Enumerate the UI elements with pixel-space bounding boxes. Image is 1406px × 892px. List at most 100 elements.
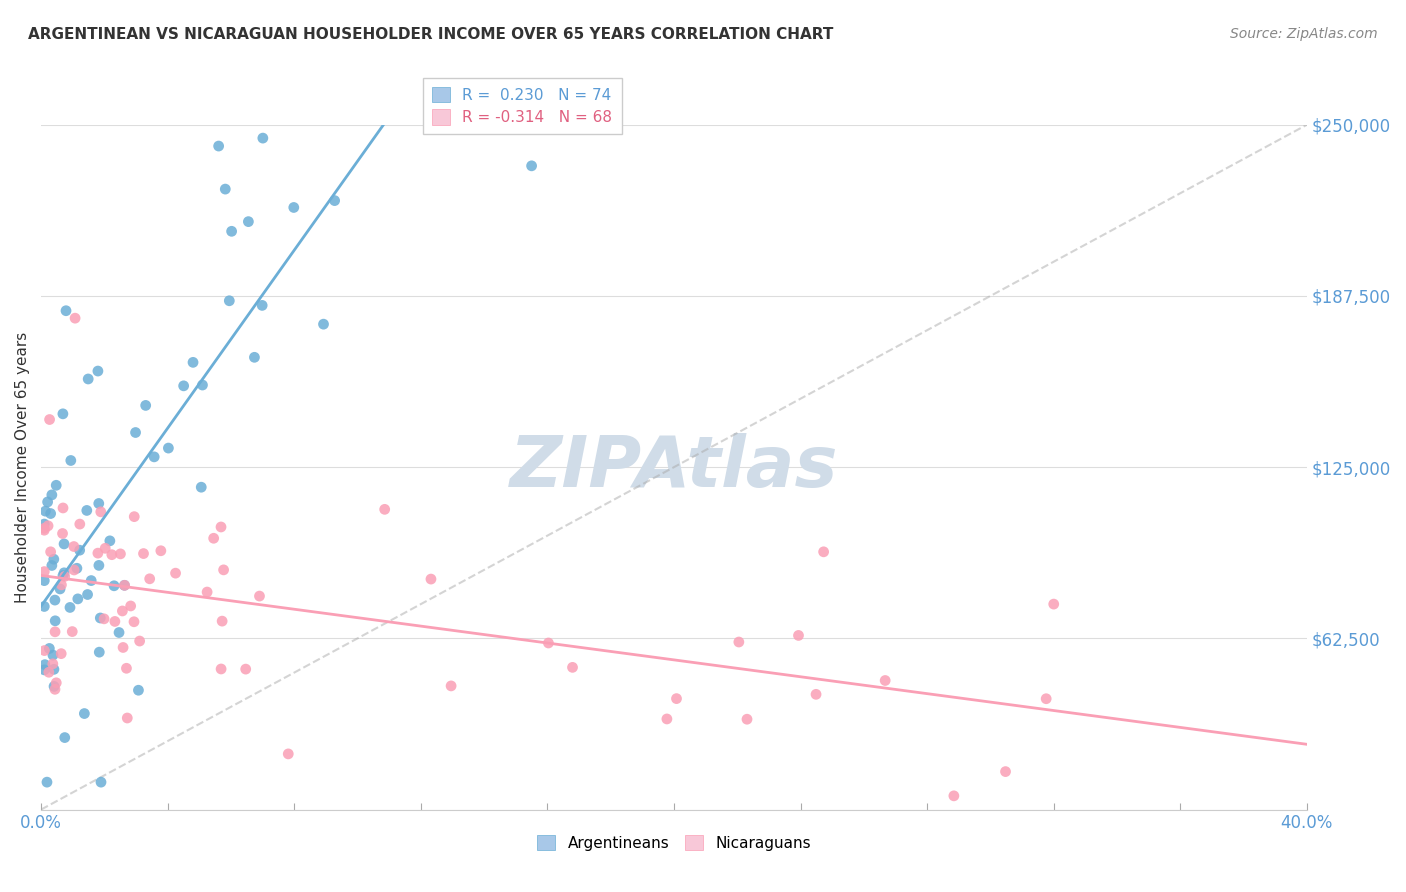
Point: [143, 450, 166, 464]
Point: [374, 502, 396, 516]
Point: [212, 563, 235, 577]
Text: ZIPAtlas: ZIPAtlas: [510, 433, 838, 501]
Point: [994, 764, 1017, 779]
Point: [73, 706, 96, 721]
Point: [190, 480, 212, 494]
Point: [49, 582, 72, 596]
Point: [42, 657, 65, 671]
Point: [101, 548, 124, 562]
Point: [942, 789, 965, 803]
Point: [181, 355, 204, 369]
Point: [209, 662, 232, 676]
Point: [53, 731, 76, 745]
Point: [51, 647, 73, 661]
Point: [112, 640, 135, 655]
Point: [63, 540, 86, 554]
Point: [90, 775, 112, 789]
Point: [127, 683, 149, 698]
Point: [41, 558, 63, 573]
Point: [93, 612, 115, 626]
Point: [37, 518, 59, 533]
Point: [727, 635, 749, 649]
Point: [221, 224, 243, 238]
Point: [53, 569, 76, 583]
Point: [195, 585, 218, 599]
Point: [209, 520, 232, 534]
Point: [66, 561, 89, 575]
Point: [42, 679, 65, 693]
Point: [208, 139, 231, 153]
Point: [120, 599, 142, 613]
Point: [173, 379, 195, 393]
Y-axis label: Householder Income Over 65 years: Householder Income Over 65 years: [15, 332, 30, 603]
Point: [149, 543, 172, 558]
Point: [32, 521, 55, 535]
Point: [63, 311, 86, 326]
Point: [472, 12, 495, 27]
Point: [157, 441, 180, 455]
Point: [69, 543, 91, 558]
Point: [124, 425, 146, 440]
Point: [51, 526, 73, 541]
Point: [467, 57, 489, 71]
Point: [34, 657, 56, 672]
Point: [202, 531, 225, 545]
Point: [41, 488, 63, 502]
Point: [122, 615, 145, 629]
Point: [283, 201, 305, 215]
Point: [440, 679, 463, 693]
Point: [377, 10, 399, 24]
Point: [132, 547, 155, 561]
Point: [38, 665, 60, 680]
Point: [66, 591, 89, 606]
Point: [53, 566, 76, 580]
Point: [114, 578, 136, 592]
Point: [32, 574, 55, 588]
Point: [55, 303, 77, 318]
Point: [32, 523, 55, 537]
Point: [111, 604, 134, 618]
Point: [39, 545, 62, 559]
Point: [238, 214, 260, 228]
Point: [1035, 691, 1057, 706]
Point: [90, 505, 112, 519]
Point: [211, 614, 233, 628]
Point: [77, 372, 100, 386]
Point: [35, 775, 58, 789]
Point: [520, 159, 543, 173]
Point: [52, 568, 75, 582]
Point: [60, 624, 83, 639]
Point: [420, 572, 443, 586]
Point: [89, 611, 111, 625]
Point: [52, 407, 75, 421]
Point: [665, 691, 688, 706]
Text: ARGENTINEAN VS NICARAGUAN HOUSEHOLDER INCOME OVER 65 YEARS CORRELATION CHART: ARGENTINEAN VS NICARAGUAN HOUSEHOLDER IN…: [28, 27, 834, 42]
Point: [80, 574, 103, 588]
Point: [813, 545, 835, 559]
Point: [655, 712, 678, 726]
Point: [135, 398, 157, 412]
Point: [32, 599, 55, 614]
Point: [44, 593, 66, 607]
Point: [42, 648, 65, 662]
Point: [87, 496, 110, 510]
Point: [138, 572, 160, 586]
Point: [804, 687, 827, 701]
Point: [735, 712, 758, 726]
Point: [191, 378, 214, 392]
Point: [537, 636, 560, 650]
Point: [42, 662, 65, 676]
Point: [214, 182, 236, 196]
Point: [87, 546, 110, 560]
Point: [117, 711, 139, 725]
Point: [243, 351, 266, 365]
Point: [115, 661, 138, 675]
Point: [63, 563, 86, 577]
Point: [110, 547, 132, 561]
Point: [277, 747, 299, 761]
Legend: R =  0.230   N = 74, R = -0.314   N = 68: R = 0.230 N = 74, R = -0.314 N = 68: [423, 78, 621, 134]
Point: [250, 298, 273, 312]
Point: [128, 634, 150, 648]
Point: [37, 495, 59, 509]
Point: [32, 565, 55, 579]
